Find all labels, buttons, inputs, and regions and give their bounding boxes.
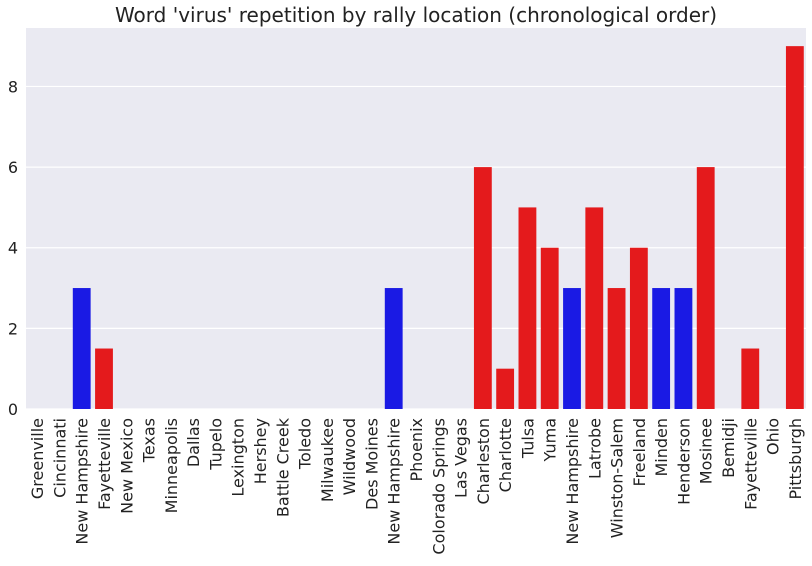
x-tick-label: Henderson <box>674 418 693 505</box>
x-tick-label: Tupelo <box>206 418 225 471</box>
x-tick-label: Texas <box>140 418 159 463</box>
bar <box>518 207 537 409</box>
x-tick-label: Tulsa <box>518 418 537 459</box>
bar <box>563 288 581 409</box>
x-tick-label: Milwaukee <box>318 418 337 502</box>
x-tick-label: Pittsburgh <box>786 418 805 500</box>
bar <box>95 348 113 409</box>
y-tick-label: 4 <box>8 239 18 258</box>
y-tick-label: 0 <box>8 400 18 419</box>
bar <box>585 207 604 409</box>
x-axis-ticks: Greenville Cincinnati New Hampshire Fayette… <box>28 417 805 554</box>
x-tick-label: Dallas <box>184 418 203 467</box>
x-tick-label: Yuma <box>541 418 560 462</box>
y-tick-label: 6 <box>8 158 18 177</box>
bar <box>72 288 91 409</box>
x-tick-label: Ohio <box>764 418 783 455</box>
y-tick-label: 8 <box>8 77 18 96</box>
x-tick-label: Greenville <box>28 418 47 499</box>
x-tick-label: Minneapolis <box>162 418 181 513</box>
x-tick-label: New Mexico <box>117 418 136 514</box>
bar <box>607 288 626 409</box>
chart-title: Word 'virus' repetition by rally locatio… <box>115 3 717 27</box>
x-tick-label: Wildwood <box>340 418 359 495</box>
x-tick-label: New Hampshire <box>73 418 92 545</box>
bar <box>473 167 492 409</box>
x-tick-label: Charleston <box>474 418 493 505</box>
y-axis-ticks: 0 2 4 6 8 <box>8 77 18 419</box>
x-tick-label: Las Vegas <box>452 418 471 498</box>
x-tick-label: Charlotte <box>496 418 515 492</box>
bar <box>496 368 515 409</box>
x-tick-label: Toledo <box>296 418 315 470</box>
x-tick-label: Cincinnati <box>50 418 69 498</box>
x-tick-label: Freeland <box>630 418 649 487</box>
x-tick-label: Minden <box>652 418 671 477</box>
x-tick-label: Hershey <box>251 418 270 484</box>
x-tick-label: New Hampshire <box>385 418 404 545</box>
x-tick-label: Fayetteville <box>741 418 760 510</box>
bar <box>674 288 693 409</box>
x-tick-label: Lexington <box>229 418 248 497</box>
bar <box>652 288 671 409</box>
bar <box>629 247 648 409</box>
x-tick-label: Colorado Springs <box>429 418 448 555</box>
x-tick-label: Fayetteville <box>95 418 114 510</box>
bar <box>741 348 760 409</box>
x-tick-label: Des Moines <box>362 418 381 510</box>
bar <box>696 167 715 409</box>
x-tick-label: Battle Creek <box>273 417 292 517</box>
x-tick-label: Phoenix <box>407 418 426 481</box>
bar <box>540 247 559 409</box>
x-tick-label: Winston-Salem <box>608 418 627 538</box>
bar <box>785 46 804 410</box>
bars <box>72 46 804 410</box>
x-tick-label: New Hampshire <box>563 418 582 545</box>
x-tick-label: Mosinee <box>697 418 716 484</box>
y-tick-label: 2 <box>8 319 18 338</box>
x-tick-label: Latrobe <box>585 418 604 479</box>
x-tick-label: Bemidji <box>719 418 738 478</box>
bar <box>384 288 403 409</box>
